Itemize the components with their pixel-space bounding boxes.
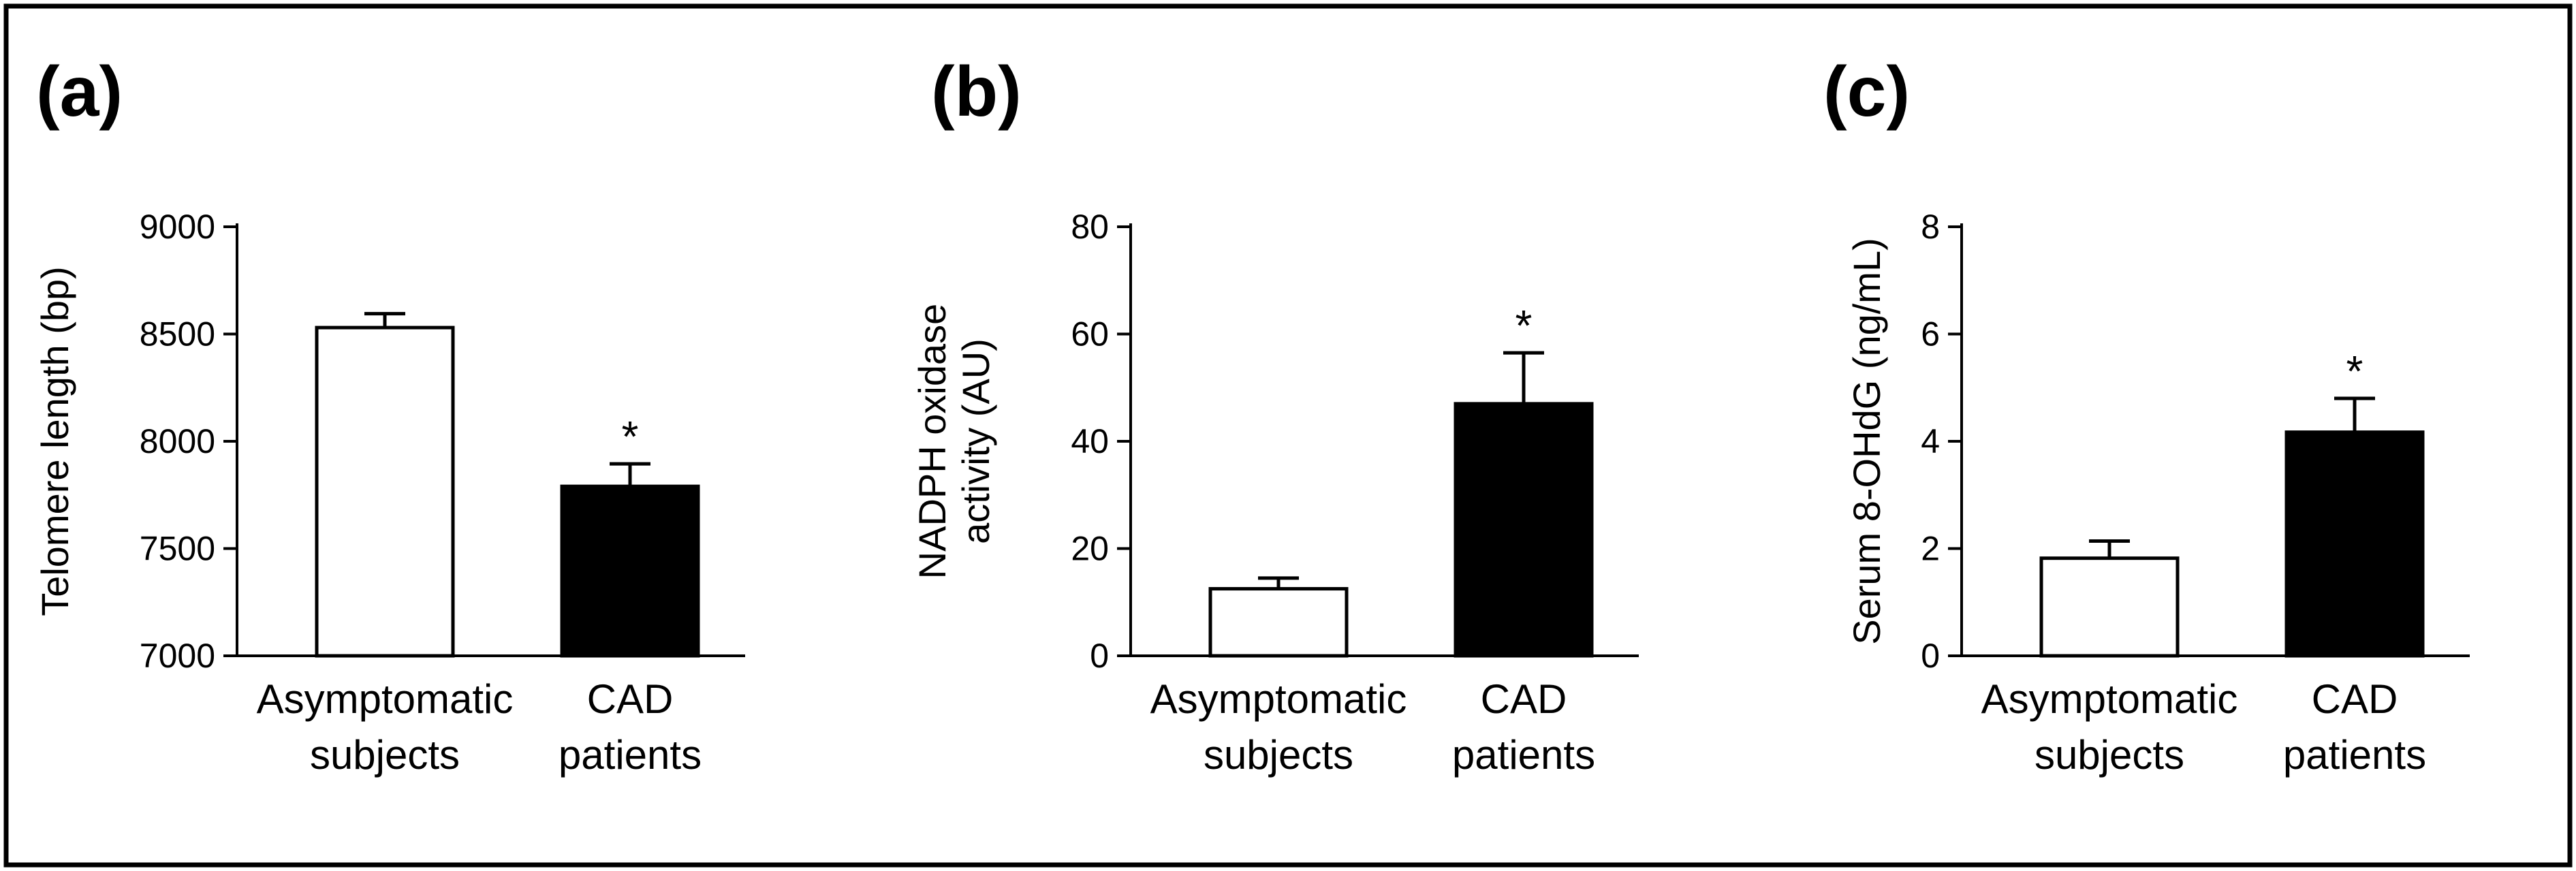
y-tick-label: 0 bbox=[1921, 637, 1940, 675]
category-label: Asymptomatic bbox=[257, 676, 514, 722]
y-axis-title: NADPH oxidase activity (AU) bbox=[911, 304, 997, 580]
panel-a: (a) 7000 7500 8000 8500 9000 Telomere length… bbox=[33, 52, 745, 778]
y-tick-label: 40 bbox=[1071, 422, 1109, 460]
y-tick-label: 60 bbox=[1071, 315, 1109, 353]
panel-label: (b) bbox=[931, 52, 1022, 131]
y-tick-label: 4 bbox=[1921, 422, 1940, 460]
y-tick-label: 2 bbox=[1921, 530, 1940, 568]
significance-marker: * bbox=[622, 412, 639, 461]
bar bbox=[315, 326, 455, 658]
category-label: subjects bbox=[310, 732, 460, 778]
y-tick-label: 0 bbox=[1090, 637, 1109, 675]
panel-label: (a) bbox=[36, 52, 123, 131]
category-label: Asymptomatic bbox=[1150, 676, 1407, 722]
y-tick-label: 80 bbox=[1071, 208, 1109, 246]
significance-marker: * bbox=[1515, 301, 1533, 350]
category-label: Asymptomatic bbox=[1981, 676, 2238, 722]
y-tick-label: 8500 bbox=[140, 315, 215, 353]
y-axis-title: Telomere length (bp) bbox=[33, 266, 76, 616]
category-label: patients bbox=[2283, 732, 2426, 778]
category-label: CAD bbox=[2312, 676, 2398, 722]
category-label: CAD bbox=[1481, 676, 1567, 722]
category-label: subjects bbox=[2035, 732, 2184, 778]
y-axis-title: Serum 8-OHdG (ng/mL) bbox=[1845, 238, 1888, 645]
y-axis-title-line: activity (AU) bbox=[954, 338, 997, 544]
y-axis-title-line: Serum 8-OHdG (ng/mL) bbox=[1845, 238, 1888, 645]
y-tick-label: 8 bbox=[1921, 208, 1940, 246]
category-label: CAD bbox=[587, 676, 674, 722]
y-axis-title-line: NADPH oxidase bbox=[911, 304, 954, 580]
category-label: patients bbox=[1452, 732, 1595, 778]
bar bbox=[560, 484, 700, 658]
y-tick-label: 8000 bbox=[140, 422, 215, 460]
y-axis-title-line: Telomere length (bp) bbox=[33, 266, 76, 616]
bar bbox=[2284, 430, 2425, 658]
bar bbox=[1208, 587, 1349, 658]
y-tick-label: 7000 bbox=[140, 637, 215, 675]
panel-label: (c) bbox=[1823, 52, 1910, 131]
y-tick-label: 7500 bbox=[140, 530, 215, 568]
significance-marker: * bbox=[2346, 347, 2363, 396]
bar bbox=[1454, 402, 1594, 658]
panel-b: (b) 0 20 40 60 80 NADPH oxidase activity (AU)… bbox=[911, 52, 1639, 778]
y-tick-label: 20 bbox=[1071, 530, 1109, 568]
y-tick-label: 9000 bbox=[140, 208, 215, 246]
category-label: subjects bbox=[1204, 732, 1353, 778]
bar bbox=[2039, 556, 2180, 658]
y-tick-label: 6 bbox=[1921, 315, 1940, 353]
category-label: patients bbox=[559, 732, 702, 778]
panel-c: (c) 0 2 4 6 8 Serum 8-OHdG (ng/mL) * Asympto… bbox=[1823, 52, 2470, 778]
